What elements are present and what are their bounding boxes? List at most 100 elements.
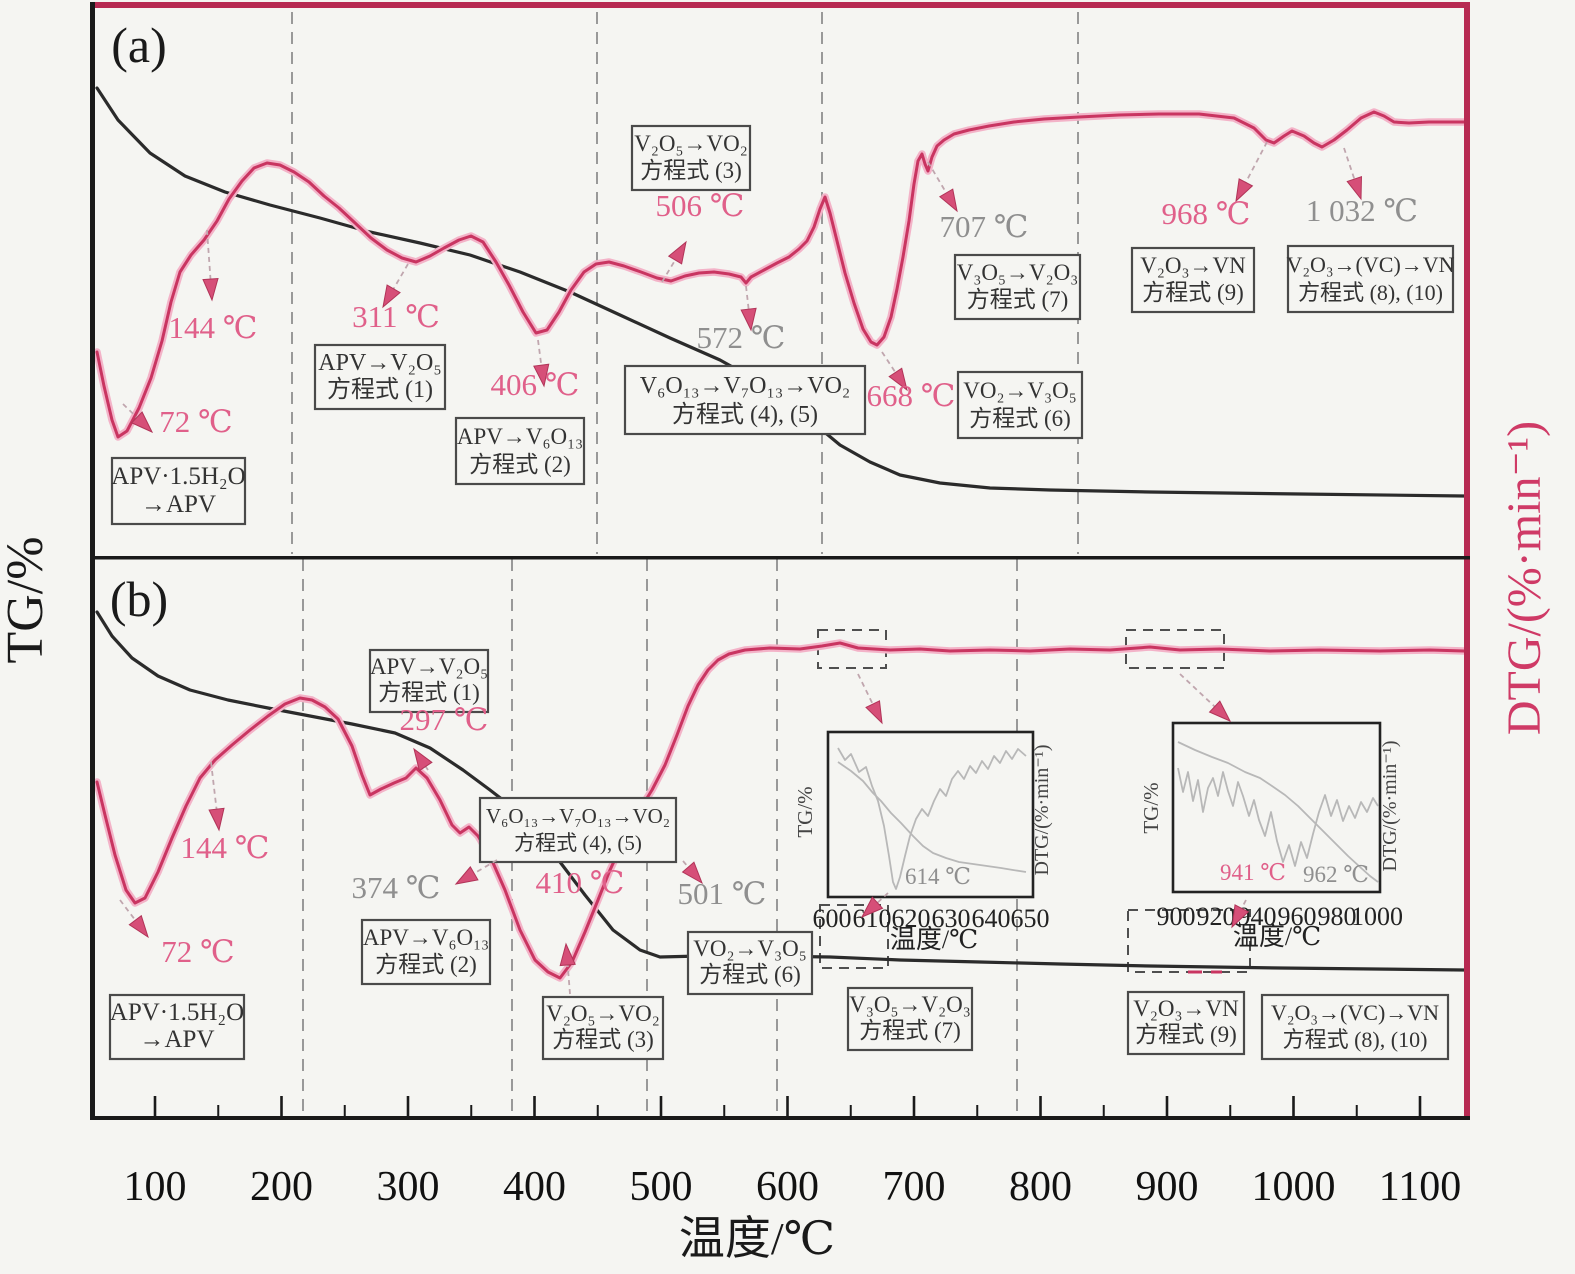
x-tick-label: 1100 xyxy=(1379,1164,1461,1210)
frame-right-pink xyxy=(1464,2,1470,1119)
reaction-formula: APV·1.5H₂O xyxy=(110,999,244,1026)
equation-number: 方程式 (9) xyxy=(1142,280,1244,305)
temp-label: 144 ℃ xyxy=(169,310,258,345)
inset-dtg-curve xyxy=(837,747,1027,890)
reaction-box-border xyxy=(630,124,752,192)
reaction-box-border xyxy=(313,343,447,411)
annotation-arrow-tail xyxy=(392,263,409,290)
frame-layer: 100 200 300 400 500 600 700 800 900 1000 1100 xyxy=(90,2,1470,1210)
panel-a-label: (a) xyxy=(111,17,167,73)
reaction-box-border xyxy=(956,370,1084,440)
temp-label: 506 ℃ xyxy=(656,188,745,223)
equation-number: 方程式 (2) xyxy=(469,452,571,477)
annotation-arrow-head xyxy=(382,284,401,309)
x-tick-label: 800 xyxy=(1009,1164,1072,1210)
equation-number: 方程式 (8), (10) xyxy=(1283,1027,1428,1052)
annotation-arrow-head xyxy=(938,188,958,213)
x-axis-line xyxy=(90,1116,1470,1120)
x-tick-label: 400 xyxy=(503,1164,566,1210)
equation-number: 方程式 (4), (5) xyxy=(514,831,642,855)
reaction-box-border xyxy=(1260,993,1450,1061)
annotation-arrow-tail xyxy=(857,673,874,705)
temp-label: 72 ℃ xyxy=(161,934,234,969)
annotation-arrow-tail xyxy=(1343,147,1356,180)
annotation-arrow-head xyxy=(865,700,883,725)
equation-number: 方程式 (9) xyxy=(1135,1022,1237,1047)
equation-number: 方程式 (8), (10) xyxy=(1298,280,1443,305)
annotation-arrow-head xyxy=(740,307,757,332)
reaction-formula: APV→V₂O₅ xyxy=(370,654,488,679)
inset-tg-curve xyxy=(837,761,1027,873)
x-tick-label: 300 xyxy=(377,1164,440,1210)
inset-temp-label: 941 ℃ xyxy=(1220,860,1286,885)
reaction-formula: APV→V₆O₁₃ xyxy=(457,424,583,449)
equation-number: 方程式 (1) xyxy=(378,680,480,705)
temp-label: 297 ℃ xyxy=(400,702,489,737)
frame-top-pink xyxy=(90,2,1470,8)
inset-x-tick-label: 640 xyxy=(972,904,1011,933)
inset-x-tick-label: 620 xyxy=(892,904,931,933)
inset-y-axis-label-right: DTG/(%·min⁻¹) xyxy=(1379,741,1401,872)
reaction-box: APV·1.5H₂O→APV xyxy=(108,993,246,1061)
x-tick-label: 200 xyxy=(250,1164,313,1210)
annotation-arrow-tail xyxy=(473,859,498,875)
x-tick-label: 500 xyxy=(630,1164,693,1210)
reaction-formula: V₂O₃→(VC)→VN xyxy=(1271,1000,1439,1025)
equation-number: 方程式 (4), (5) xyxy=(672,401,818,428)
annotation-arrow-head xyxy=(454,866,479,885)
x-tick-label: 600 xyxy=(756,1164,819,1210)
equation-number: 方程式 (7) xyxy=(967,287,1069,312)
inset-x-tick-label: 920 xyxy=(1197,902,1236,931)
annotation-arrow-tail xyxy=(1240,899,1247,909)
inset-x-tick-label: 960 xyxy=(1278,902,1317,931)
reaction-box-border xyxy=(686,930,814,996)
temp-label: 501 ℃ xyxy=(678,876,767,911)
annotation-arrow-tail xyxy=(1244,141,1268,183)
equation-number: 方程式 (3) xyxy=(552,1027,654,1052)
inset-y-axis-label-right: DTG/(%·min⁻¹) xyxy=(1031,745,1053,876)
panel-b-label: (b) xyxy=(110,571,168,627)
annotation-arrow-tail xyxy=(537,339,543,366)
annotation-arrow-tail xyxy=(927,161,948,194)
temp-label: 707 ℃ xyxy=(940,209,1029,244)
annotation-arrow-head xyxy=(1231,904,1250,929)
inset-dtg-curve xyxy=(1177,767,1379,867)
inset-frame xyxy=(1171,721,1382,894)
reaction-box: APV·1.5H₂O→APV xyxy=(110,456,247,526)
annotation-arrow-tail xyxy=(1179,673,1216,708)
reaction-box-border xyxy=(360,918,492,986)
reaction-formula: APV→V₆O₁₃ xyxy=(363,925,489,950)
reaction-formula: V₂O₅→VO₂ xyxy=(634,131,748,156)
inset-x-tick-label: 900 xyxy=(1157,902,1196,931)
temp-label: 406 ℃ xyxy=(491,367,580,402)
inset-x-tick-label: 1000 xyxy=(1351,902,1403,931)
annotation-arrow-tail xyxy=(210,761,218,810)
reaction-formula: APV→V₂O₅ xyxy=(318,350,441,376)
reaction-box-border xyxy=(110,456,247,526)
annotation-arrow-head xyxy=(681,861,703,885)
reaction-box-border xyxy=(953,253,1082,321)
inset-temp-label: 962 ℃ xyxy=(1303,862,1369,887)
reaction-formula: APV·1.5H₂O xyxy=(111,463,245,490)
annotation-arrow-tail xyxy=(119,899,137,921)
reaction-box-border xyxy=(1130,246,1256,314)
panel-divider-line xyxy=(90,556,1470,560)
reaction-box-border xyxy=(1286,244,1455,314)
x-tick-label: 1000 xyxy=(1252,1164,1336,1210)
annotation-arrow-head xyxy=(1346,176,1362,201)
annotation-arrow-head xyxy=(202,277,219,302)
